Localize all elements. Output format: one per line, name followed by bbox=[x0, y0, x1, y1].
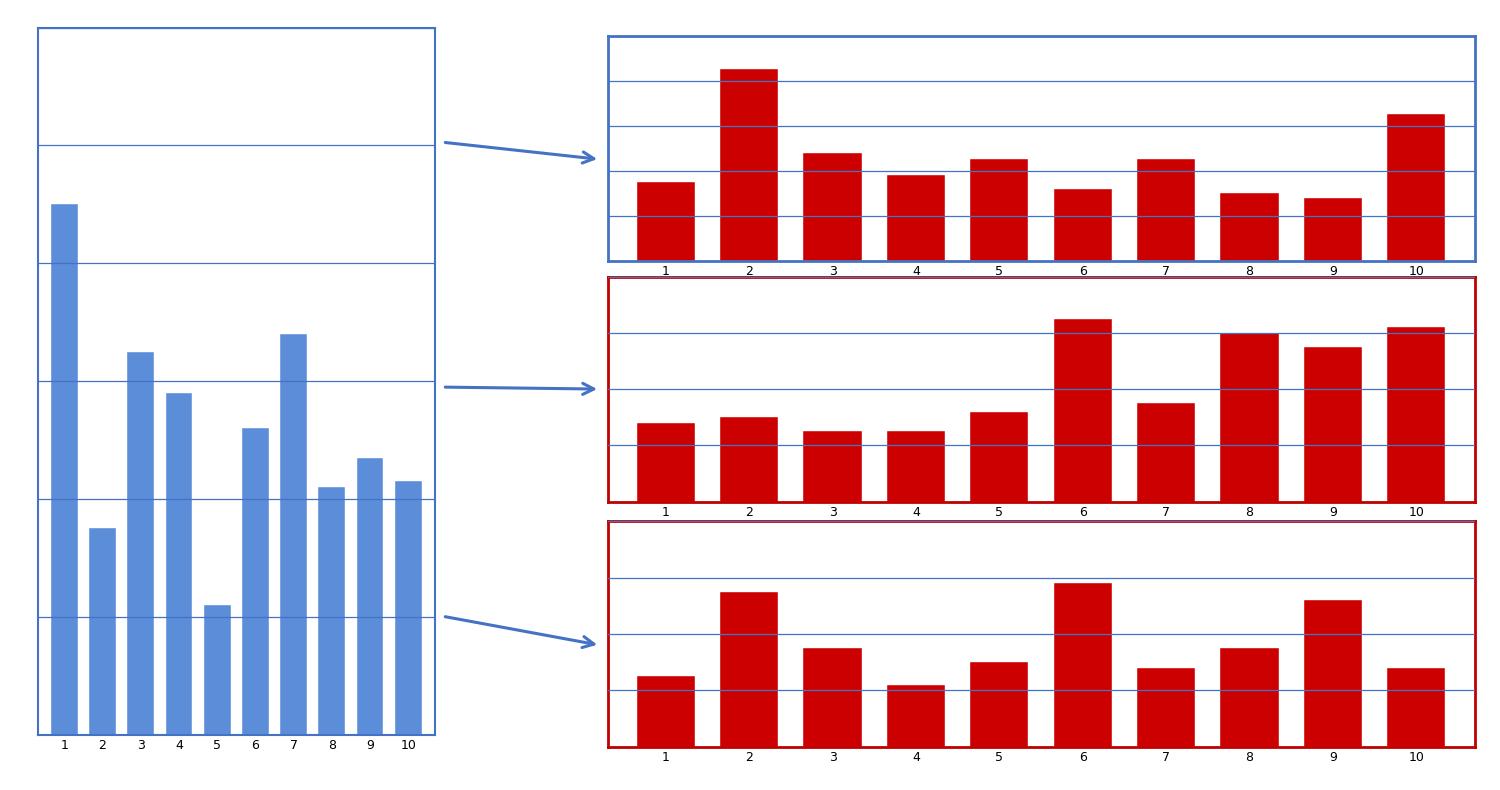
Bar bbox=[1053, 583, 1112, 747]
Bar bbox=[886, 175, 945, 261]
Bar bbox=[1220, 333, 1278, 502]
Bar bbox=[804, 648, 862, 747]
Bar bbox=[51, 205, 78, 735]
Bar bbox=[1304, 600, 1362, 747]
Bar bbox=[804, 431, 862, 502]
Bar bbox=[242, 428, 268, 735]
Bar bbox=[280, 334, 308, 735]
Bar bbox=[1137, 160, 1196, 261]
Bar bbox=[886, 685, 945, 747]
Bar bbox=[1053, 189, 1112, 261]
Bar bbox=[970, 412, 1029, 502]
Bar bbox=[357, 457, 384, 735]
Bar bbox=[1053, 318, 1112, 502]
Bar bbox=[1220, 648, 1278, 747]
Bar bbox=[1137, 668, 1196, 747]
Bar bbox=[720, 70, 778, 261]
Bar bbox=[636, 423, 694, 502]
Bar bbox=[165, 393, 192, 735]
Bar bbox=[970, 662, 1029, 747]
Bar bbox=[1388, 327, 1446, 502]
Bar bbox=[204, 605, 231, 735]
Bar bbox=[804, 152, 862, 261]
Bar bbox=[1304, 198, 1362, 261]
Bar bbox=[1304, 347, 1362, 502]
Bar bbox=[1220, 193, 1278, 261]
Bar bbox=[636, 676, 694, 747]
Bar bbox=[970, 160, 1029, 261]
Bar bbox=[1388, 115, 1446, 261]
Bar bbox=[1388, 668, 1446, 747]
Bar bbox=[1137, 403, 1196, 502]
Bar bbox=[394, 481, 422, 735]
Bar bbox=[886, 431, 945, 502]
Bar bbox=[318, 487, 345, 735]
Bar bbox=[720, 417, 778, 502]
Bar bbox=[720, 592, 778, 747]
Bar bbox=[128, 352, 154, 735]
Bar bbox=[636, 182, 694, 261]
Bar bbox=[88, 529, 116, 735]
